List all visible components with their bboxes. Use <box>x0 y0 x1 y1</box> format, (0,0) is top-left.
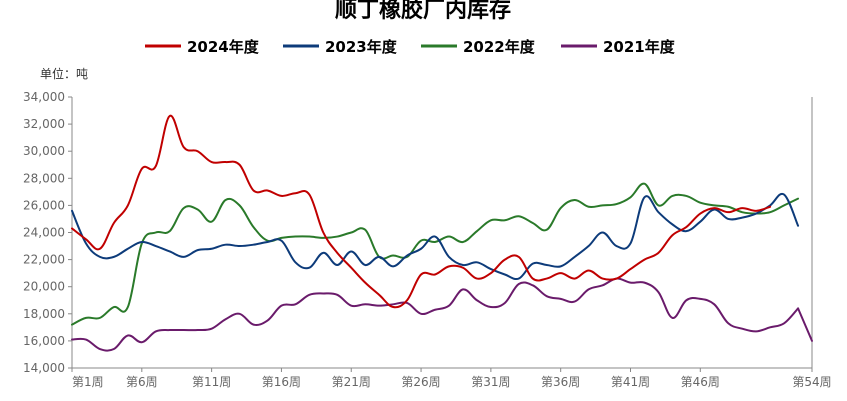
chart-title: 顺丁橡胶厂内库存 <box>335 0 511 23</box>
y-tick-label: 32,000 <box>23 117 65 131</box>
axes: 14,000 16,000 18,000 20,000 22,000 24,000 26,0… <box>23 90 832 389</box>
x-tick-label: 第16周 <box>262 375 301 389</box>
x-tick-label: 第1周 <box>72 375 104 389</box>
legend-label: 2021年度 <box>603 38 676 56</box>
y-tick-label: 30,000 <box>23 144 65 158</box>
unit-label: 单位：吨 <box>40 66 88 81</box>
series-line-2024年度 <box>71 114 772 309</box>
legend-item[interactable]: 2021年度 <box>561 38 676 56</box>
x-tick-label: 第26周 <box>401 375 440 389</box>
x-tick-label: 第46周 <box>681 375 720 389</box>
y-tick-label: 18,000 <box>23 307 65 321</box>
series-line-2022年度 <box>71 182 800 326</box>
y-tick-label: 14,000 <box>23 361 65 375</box>
plot-area <box>71 114 813 352</box>
legend-label: 2024年度 <box>187 38 260 56</box>
x-tick-label: 第21周 <box>332 375 371 389</box>
y-tick-label: 34,000 <box>23 90 65 104</box>
y-tick-label: 16,000 <box>23 334 65 348</box>
legend-label: 2022年度 <box>463 38 536 56</box>
x-tick-label: 第36周 <box>541 375 580 389</box>
legend-item[interactable]: 2023年度 <box>283 38 398 56</box>
x-tick-label: 第54周 <box>792 375 831 389</box>
x-tick-label: 第31周 <box>471 375 510 389</box>
x-tick-label: 第41周 <box>611 375 650 389</box>
x-tick-label: 第11周 <box>192 375 231 389</box>
y-tick-label: 20,000 <box>23 280 65 294</box>
y-tick-label: 28,000 <box>23 171 65 185</box>
series-line-2021-tail <box>797 307 813 342</box>
series-line-2021年度 <box>71 277 800 352</box>
y-tick-label: 26,000 <box>23 198 65 212</box>
y-tick-label: 22,000 <box>23 253 65 267</box>
legend: 2024年度 2023年度 2022年度 2021年度 <box>145 38 676 56</box>
legend-label: 2023年度 <box>325 38 398 56</box>
legend-item[interactable]: 2022年度 <box>421 38 536 56</box>
legend-item[interactable]: 2024年度 <box>145 38 260 56</box>
y-tick-label: 24,000 <box>23 226 65 240</box>
x-tick-label: 第6周 <box>126 375 158 389</box>
series-line-2023年度 <box>71 192 800 281</box>
